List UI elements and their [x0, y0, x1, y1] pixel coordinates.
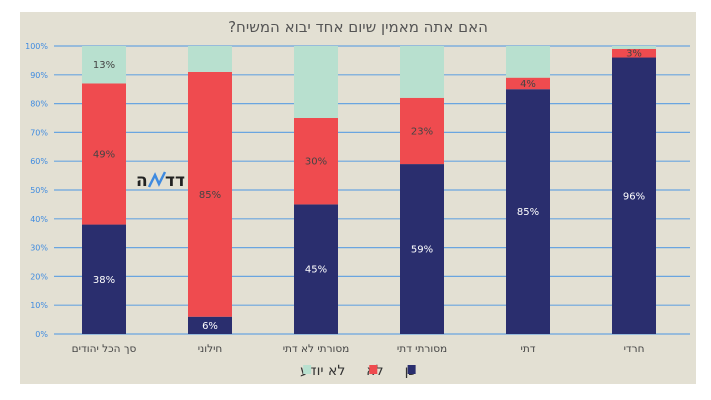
data-label: 59%	[411, 245, 433, 256]
bar-segment	[294, 118, 338, 205]
y-tick-label: 0%	[35, 330, 48, 339]
data-label: 45%	[305, 265, 327, 276]
data-label: 4%	[520, 79, 536, 90]
data-label: 85%	[199, 190, 221, 201]
data-label: 3%	[626, 49, 642, 60]
legend-label: לא יודע	[300, 363, 345, 379]
chart-title: האם אתה מאמין שיום אחד יבוא המשיח?	[228, 18, 488, 36]
gridlines	[54, 45, 690, 335]
y-tick-label: 90%	[30, 71, 48, 80]
x-category-label: דתי	[521, 343, 536, 355]
legend-swatch	[303, 365, 312, 374]
y-tick-label: 50%	[30, 186, 48, 195]
y-tick-label: 70%	[30, 128, 48, 137]
x-category-label: מסורתי לא דתי	[283, 343, 350, 355]
y-tick-label: 30%	[30, 244, 48, 253]
data-label: 85%	[517, 207, 539, 218]
data-label: 38%	[93, 275, 115, 286]
hamadad-logo: ה דד	[136, 171, 185, 191]
legend: לא יודעלאכן	[300, 363, 416, 379]
legend-swatch	[369, 365, 378, 374]
bar-segment	[612, 46, 656, 49]
data-label: 13%	[93, 60, 115, 71]
bar-segment	[506, 46, 550, 78]
svg-text:דד: דד	[165, 171, 185, 191]
y-tick-label: 60%	[30, 157, 48, 166]
y-tick-label: 100%	[25, 42, 48, 51]
y-tick-label: 40%	[30, 215, 48, 224]
bar-segment	[82, 83, 126, 225]
data-label: 6%	[202, 321, 218, 332]
x-category-label: חילוני	[198, 343, 223, 355]
bar-segment	[612, 57, 656, 335]
bar-segment	[612, 48, 656, 58]
bar-segment	[188, 316, 232, 334]
bars: 38% 49% 13% 6% 85% 45% 30% 59% 23% 85% 4% 96% 3%	[82, 46, 656, 335]
data-label: 23%	[411, 126, 433, 137]
bar-segment	[188, 71, 232, 317]
bar-segment	[82, 46, 126, 84]
data-label: 96%	[623, 191, 645, 202]
bar-segment	[506, 77, 550, 90]
y-axis-ticks: 0% 10% 20% 30% 40% 50% 60% 70% 80% 90% 100%	[25, 42, 48, 339]
bar-segment	[400, 46, 444, 98]
bar-segment	[400, 164, 444, 334]
bar-segment	[400, 97, 444, 165]
data-label: 30%	[305, 157, 327, 168]
y-tick-label: 10%	[30, 301, 48, 310]
x-category-label: חרדי	[624, 343, 645, 355]
bar-segment	[294, 46, 338, 118]
bar-segment	[506, 89, 550, 334]
data-label: 49%	[93, 150, 115, 161]
bar-segment	[82, 224, 126, 334]
bar-segment	[294, 204, 338, 334]
bar-segment	[188, 46, 232, 72]
x-category-label: סך הכל יהודים	[72, 343, 137, 355]
x-category-label: מסורתי דתי	[397, 343, 447, 355]
y-tick-label: 80%	[30, 100, 48, 109]
y-tick-label: 20%	[30, 272, 48, 281]
svg-text:ה: ה	[136, 171, 148, 191]
legend-swatch	[407, 365, 416, 374]
chart-background	[20, 12, 696, 384]
x-axis-labels: סך הכל יהודים חילוני מסורתי לא דתי מסורתי ד…	[72, 343, 645, 355]
